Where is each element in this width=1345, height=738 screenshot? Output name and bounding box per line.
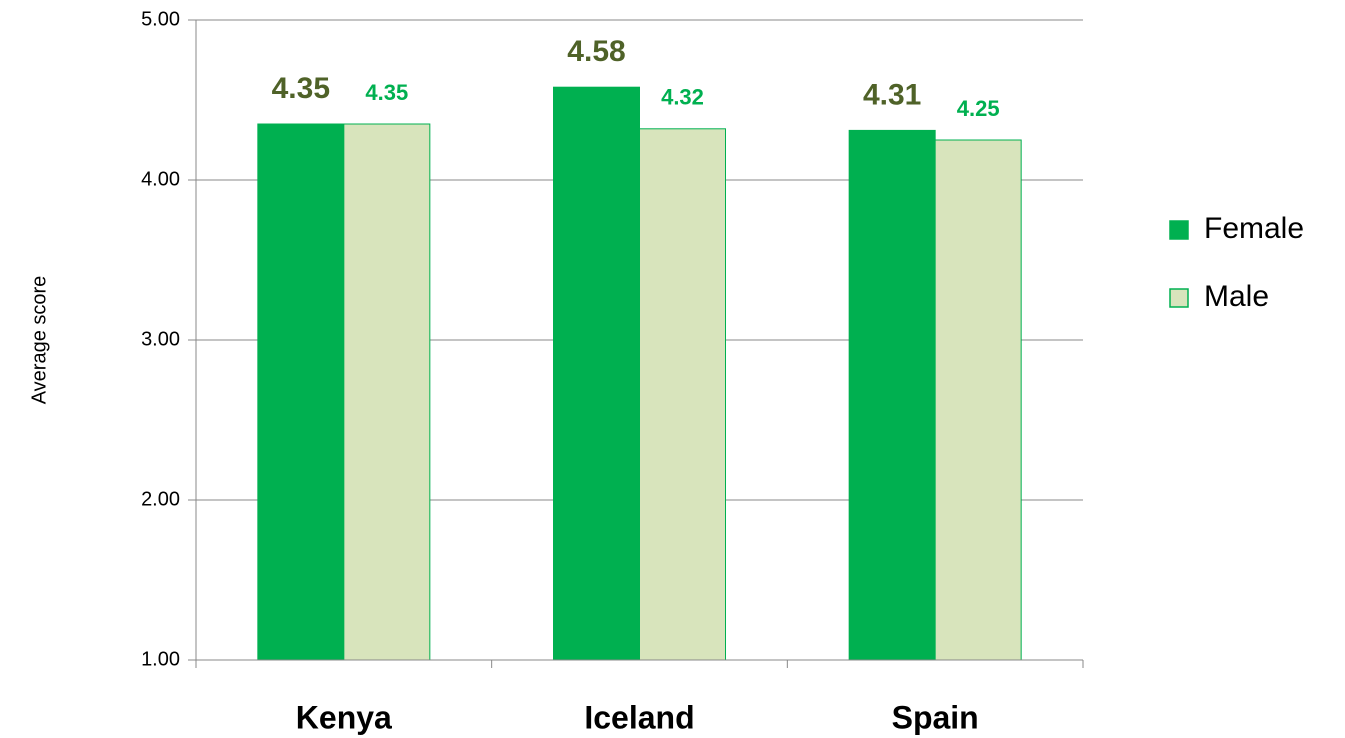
- bar: [934, 139, 1022, 661]
- bar: [553, 86, 640, 661]
- y-tick-label: 1.00: [141, 648, 180, 670]
- bar: [343, 123, 431, 661]
- legend-swatch: [1169, 220, 1189, 240]
- data-label: 4.58: [567, 35, 625, 68]
- data-label: 4.25: [957, 96, 1000, 121]
- x-tick-label: Spain: [892, 699, 979, 735]
- y-tick-label: 5.00: [141, 8, 180, 30]
- legend-label: Male: [1204, 280, 1269, 313]
- data-label: 4.32: [661, 85, 704, 110]
- x-tick-label: Iceland: [584, 699, 694, 735]
- x-tick-label: Kenya: [296, 699, 392, 735]
- bar: [257, 123, 345, 661]
- legend-label: Female: [1204, 212, 1304, 245]
- y-tick-label: 3.00: [141, 328, 180, 350]
- bar: [639, 128, 726, 661]
- data-label: 4.31: [863, 78, 921, 111]
- data-label: 4.35: [365, 80, 408, 105]
- legend-swatch: [1169, 288, 1189, 308]
- data-label: 4.35: [272, 72, 330, 105]
- y-axis-label: Average score: [28, 276, 50, 405]
- bar: [848, 129, 936, 661]
- y-tick-label: 2.00: [141, 488, 180, 510]
- y-tick-label: 4.00: [141, 168, 180, 190]
